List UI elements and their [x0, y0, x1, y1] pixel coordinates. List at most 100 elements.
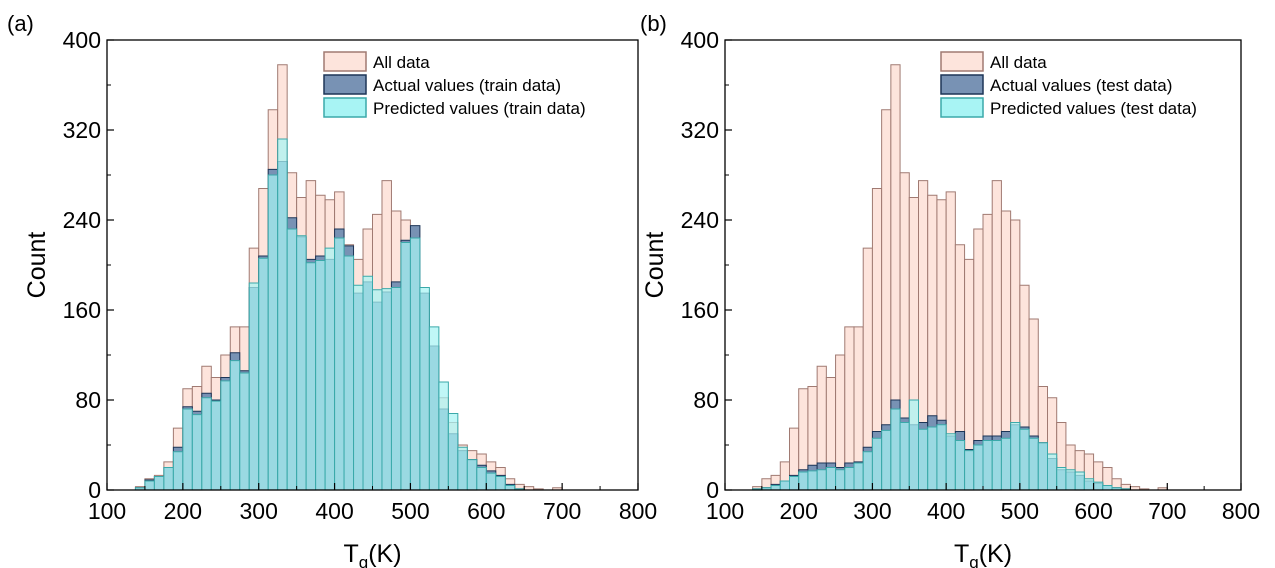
- legend-item-actual-swatch: [940, 74, 984, 95]
- bar-predicted: [334, 237, 345, 491]
- legend-item-all-data-swatch: [940, 51, 984, 72]
- series-predicted: [134, 138, 525, 491]
- bar-predicted: [1037, 442, 1049, 491]
- legend-item-predicted-swatch: [940, 97, 984, 118]
- bar-predicted: [504, 485, 516, 491]
- y-axis-label: Count: [641, 232, 669, 299]
- bar-predicted: [229, 360, 241, 491]
- y-tick-label: 400: [681, 27, 719, 53]
- bar-predicted: [1074, 471, 1085, 491]
- bar-predicted: [191, 414, 203, 491]
- bar-predicted: [936, 424, 947, 491]
- x-tick-label: 700: [543, 498, 581, 524]
- y-tick-label: 160: [681, 297, 719, 323]
- bar-predicted: [409, 237, 421, 491]
- bar-predicted: [816, 469, 827, 491]
- bar-predicted: [1083, 478, 1095, 491]
- bar-predicted: [466, 459, 478, 491]
- bar-predicted: [476, 467, 487, 491]
- bar-predicted: [447, 413, 459, 491]
- bar-predicted: [825, 467, 837, 491]
- bar-predicted: [807, 470, 818, 491]
- x-tick-label: 200: [164, 498, 202, 524]
- series-all-data: [752, 64, 1168, 491]
- bar-predicted: [362, 275, 373, 491]
- bar-predicted: [1019, 428, 1030, 491]
- bar-predicted: [324, 247, 336, 491]
- bar-predicted: [1000, 437, 1012, 491]
- x-axis-label-subscript: g: [969, 553, 978, 568]
- bar-predicted: [201, 397, 212, 491]
- bar-predicted: [296, 235, 307, 491]
- bar-predicted: [1065, 469, 1076, 491]
- panel-label: (a): [7, 11, 34, 36]
- legend-item-actual: Actual values (train data): [373, 76, 561, 95]
- y-tick-label: 160: [63, 297, 101, 323]
- bar-predicted: [239, 372, 250, 491]
- x-tick-label: 300: [240, 498, 278, 524]
- bar-predicted: [789, 476, 800, 491]
- x-axis-label-subscript: g: [359, 553, 368, 568]
- bar-predicted: [400, 242, 411, 491]
- bar-predicted: [163, 467, 174, 491]
- bar-predicted: [438, 381, 449, 491]
- bar-predicted: [343, 255, 355, 491]
- legend-item-predicted: Predicted values (test data): [990, 99, 1197, 118]
- bar-predicted: [1056, 467, 1067, 491]
- x-tick-label: 700: [1148, 498, 1186, 524]
- bar-predicted: [495, 476, 506, 491]
- bar-predicted: [182, 408, 193, 491]
- bar-predicted: [982, 440, 993, 491]
- legend-item-actual: Actual values (test data): [990, 76, 1172, 95]
- bar-predicted: [315, 260, 326, 491]
- bar-predicted: [1093, 481, 1104, 491]
- y-tick-label: 80: [693, 387, 719, 413]
- bar-predicted: [908, 399, 919, 491]
- y-tick-label: 80: [75, 387, 101, 413]
- bar-predicted: [277, 138, 288, 491]
- bar-predicted: [798, 471, 809, 491]
- x-axis-label: Tg(K): [954, 540, 1012, 568]
- x-tick-label: 800: [1222, 498, 1260, 524]
- panel-label: (b): [640, 11, 667, 36]
- bar-predicted: [258, 257, 269, 491]
- legend: All data Actual values (test data) Predict…: [940, 51, 1197, 118]
- bar-predicted: [918, 428, 929, 491]
- bar-predicted: [210, 400, 222, 491]
- bar-predicted: [220, 380, 231, 491]
- bar-predicted: [1102, 485, 1113, 491]
- bar-predicted: [881, 429, 892, 491]
- bar-predicted: [248, 282, 260, 491]
- bar-predicted: [372, 289, 383, 491]
- bar-predicted: [428, 326, 440, 491]
- y-tick-label: 240: [681, 207, 719, 233]
- y-tick-label: 0: [88, 477, 101, 503]
- bar-predicted: [1028, 437, 1039, 491]
- bar-predicted: [419, 287, 430, 491]
- legend-item-all-data-swatch: [323, 51, 367, 72]
- x-tick-label: 800: [619, 498, 657, 524]
- x-tick-label: 600: [1074, 498, 1112, 524]
- bar-predicted: [1047, 453, 1058, 491]
- series-predicted: [752, 399, 1131, 491]
- bar-predicted: [381, 288, 392, 491]
- y-tick-label: 400: [63, 27, 101, 53]
- bar-predicted: [954, 440, 966, 491]
- x-tick-label: 100: [88, 498, 126, 524]
- x-axis-label-unit: (K): [368, 540, 401, 568]
- x-axis-label-main: T: [343, 540, 358, 568]
- bar-predicted: [964, 450, 975, 491]
- x-tick-label: 200: [780, 498, 818, 524]
- legend-item-actual-swatch: [323, 74, 367, 95]
- bar-predicted: [172, 451, 184, 491]
- x-tick-label: 400: [927, 498, 965, 524]
- y-tick-label: 0: [706, 477, 719, 503]
- legend-item-all-data: All data: [990, 53, 1047, 72]
- bar-predicted: [890, 408, 901, 491]
- bar-predicted: [153, 476, 165, 491]
- y-tick-label: 320: [63, 117, 101, 143]
- bar-predicted: [485, 472, 497, 491]
- bar-predicted: [862, 451, 873, 491]
- bar-predicted: [991, 440, 1002, 491]
